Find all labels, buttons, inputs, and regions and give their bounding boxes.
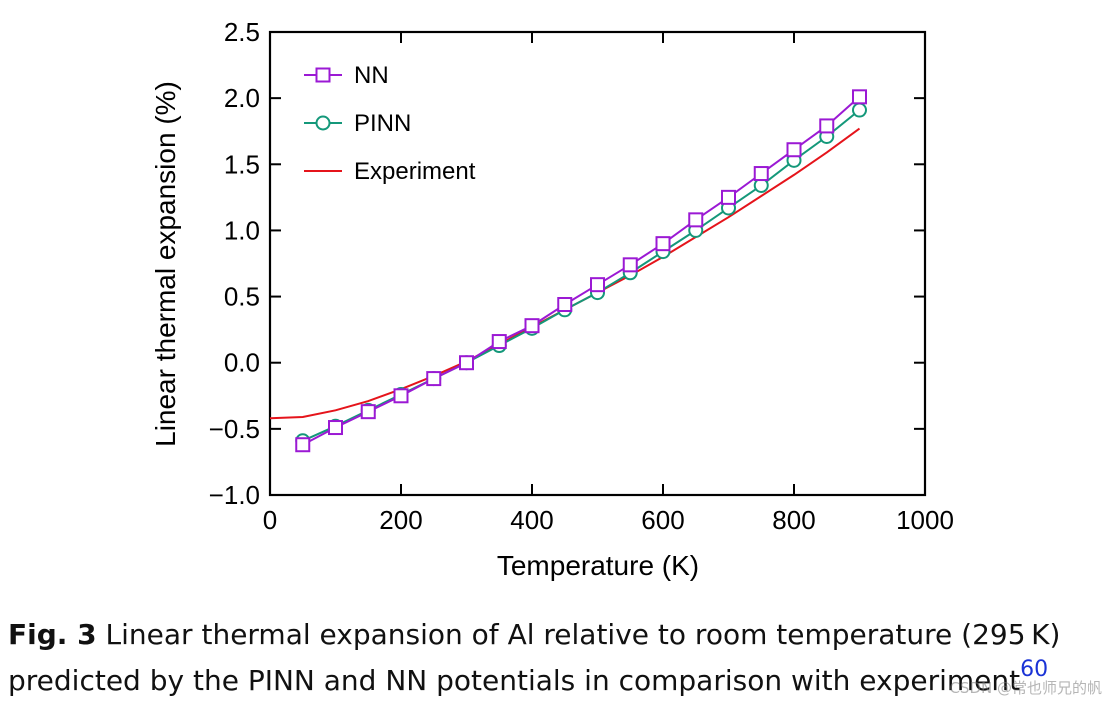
y-tick-label: −1.0 xyxy=(209,480,260,510)
axis-ticks: 0 200 400 600 800 1000 −1.0 −0.5 0.0 0.5 1.0 1.5 2.0… xyxy=(209,17,954,535)
x-tick-label: 400 xyxy=(510,505,553,535)
nn-point xyxy=(491,334,507,350)
y-tick-label: 1.0 xyxy=(224,215,260,245)
nn-point xyxy=(786,142,802,158)
nn-point xyxy=(426,371,442,387)
series-layer xyxy=(269,89,867,453)
nn-point xyxy=(819,118,835,134)
series-nn xyxy=(295,89,867,453)
x-tick-label: 600 xyxy=(641,505,684,535)
nn-point xyxy=(328,420,343,436)
legend: NN PINN Experiment xyxy=(304,62,476,185)
legend-nn-label: NN xyxy=(354,62,389,89)
watermark: CSDN @常也师兄的帆 xyxy=(949,679,1102,697)
thermal-expansion-chart: 0 200 400 600 800 1000 −1.0 −0.5 0.0 0.5 1.0 1.5 2.0… xyxy=(150,17,954,581)
y-tick-label: 0.0 xyxy=(224,348,260,378)
nn-point xyxy=(753,166,769,182)
nn-point xyxy=(721,189,736,205)
y-tick-label: 2.0 xyxy=(224,83,260,113)
caption-line-1: Linear thermal expansion of Al relative … xyxy=(96,618,1061,651)
nn-point xyxy=(688,212,704,228)
x-axis-title: Temperature (K) xyxy=(497,550,699,581)
x-tick-label: 800 xyxy=(772,505,815,535)
legend-experiment-label: Experiment xyxy=(354,158,476,185)
nn-point xyxy=(295,437,311,453)
nn-point xyxy=(655,236,671,252)
x-tick-label: 1000 xyxy=(896,505,954,535)
nn-point xyxy=(524,318,540,334)
y-tick-label: 2.5 xyxy=(224,17,260,47)
plot-frame xyxy=(268,30,927,497)
nn-point xyxy=(590,277,605,293)
nn-point xyxy=(360,404,376,420)
nn-point xyxy=(557,297,573,313)
pinn-point xyxy=(852,102,867,118)
legend-nn-marker xyxy=(315,67,331,83)
nn-point xyxy=(459,355,474,371)
figure-caption-line-2: predicted by the PINN and NN potentials … xyxy=(8,658,1108,704)
legend-pinn-marker xyxy=(315,115,331,131)
legend-pinn-label: PINN xyxy=(354,110,411,137)
y-tick-label: 0.5 xyxy=(224,282,260,312)
nn-point xyxy=(622,257,638,273)
figure-caption: Fig. 3 Linear thermal expansion of Al re… xyxy=(8,612,1108,658)
x-tick-label: 0 xyxy=(263,505,277,535)
nn-point xyxy=(852,89,867,105)
caption-reference[interactable]: 60 xyxy=(1020,657,1049,682)
nn-point xyxy=(393,388,409,404)
nn-line xyxy=(302,96,861,446)
y-axis-title: Linear thermal expansion (%) xyxy=(150,81,181,447)
y-tick-label: 1.5 xyxy=(224,149,260,179)
y-tick-label: −0.5 xyxy=(209,414,260,444)
caption-line-2: predicted by the PINN and NN potentials … xyxy=(8,664,1021,697)
caption-figure-label: Fig. 3 xyxy=(8,618,97,651)
x-tick-label: 200 xyxy=(379,505,422,535)
